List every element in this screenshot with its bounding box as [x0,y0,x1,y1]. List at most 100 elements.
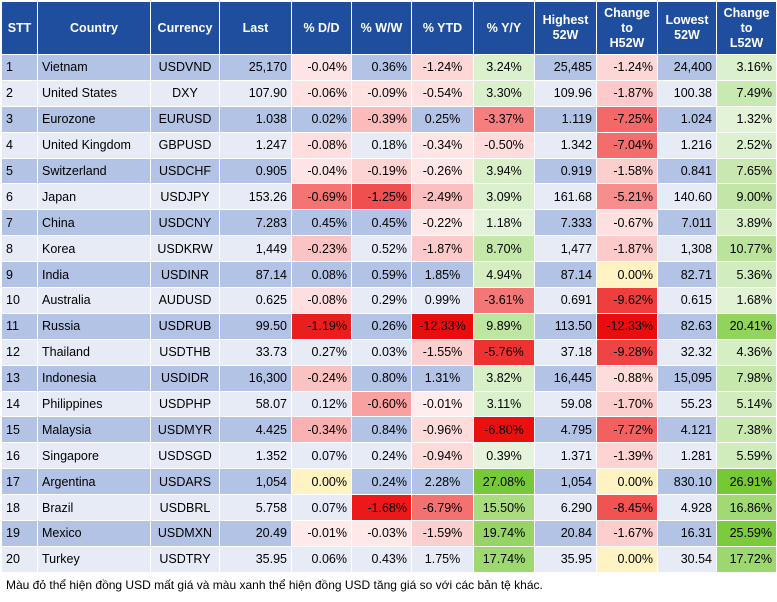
cell-change-to-h52w: -1.70% [596,390,658,418]
cell-yy: 3.09% [473,183,535,211]
table-row: 17 Argentina USDARS 1,054 0.00% 0.24% 2.28% 27.… [1,468,777,496]
cell-stt: 13 [1,364,38,392]
cell-change-to-h52w: -12.33% [596,312,658,340]
cell-lowest-52w: 7.011 [657,209,717,237]
cell-change-to-h52w: -0.67% [596,209,658,237]
cell-yy: -5.76% [473,338,535,366]
cell-lowest-52w: 0.615 [657,287,717,314]
cell-stt: 19 [1,520,38,547]
table-row: 6 Japan USDJPY 153.26 -0.69% -1.25% -2.49% 3.09… [1,183,777,211]
cell-ytd: -0.22% [411,209,474,237]
cell-last: 1.247 [219,131,292,159]
cell-change-to-l52w: 17.72% [716,545,777,573]
cell-dd: -0.06% [291,79,352,107]
cell-currency: USDTHB [150,338,220,366]
cell-lowest-52w: 82.63 [657,312,717,340]
cell-lowest-52w: 32.32 [657,338,717,366]
cell-lowest-52w: 830.10 [657,468,717,496]
cell-highest-52w: 25,485 [534,54,597,81]
cell-yy: 15.50% [473,494,535,522]
cell-ww: 0.59% [351,261,412,289]
cell-country: United Kingdom [37,131,151,159]
fx-table: STT Country Currency Last % D/D % W/W % … [1,1,777,573]
cell-ww: -1.68% [351,494,412,522]
cell-change-to-l52w: 5.36% [716,261,777,289]
cell-dd: -0.04% [291,157,352,185]
cell-country: Vietnam [37,54,151,81]
cell-last: 20.49 [219,520,292,547]
cell-last: 16,300 [219,364,292,392]
cell-stt: 1 [1,54,38,81]
cell-ww: 0.80% [351,364,412,392]
cell-ytd: -2.49% [411,183,474,211]
cell-currency: AUDUSD [150,287,220,314]
cell-dd: -0.69% [291,183,352,211]
cell-dd: 0.07% [291,494,352,522]
table-row: 20 Turkey USDTRY 35.95 0.06% 0.43% 1.75% 17.74%… [1,545,777,573]
cell-change-to-h52w: -9.28% [596,338,658,366]
cell-yy: 19.74% [473,520,535,547]
cell-change-to-l52w: 10.77% [716,235,777,263]
cell-dd: 0.27% [291,338,352,366]
cell-lowest-52w: 55.23 [657,390,717,418]
table-row: 2 United States DXY 107.90 -0.06% -0.09% -0.54… [1,79,777,107]
cell-currency: USDMXN [150,520,220,547]
header-change-h-line1: Change [604,5,650,20]
cell-highest-52w: 1.371 [534,442,597,470]
cell-currency: USDJPY [150,183,220,211]
cell-ww: 0.03% [351,338,412,366]
cell-dd: -0.34% [291,416,352,444]
cell-change-to-h52w: -1.39% [596,442,658,470]
cell-ytd: -0.01% [411,390,474,418]
cell-change-to-l52w: 2.52% [716,131,777,159]
cell-change-to-l52w: 1.68% [716,287,777,314]
cell-lowest-52w: 24,400 [657,54,717,81]
cell-country: United States [37,79,151,107]
table-row: 19 Mexico USDMXN 20.49 -0.01% -0.03% -1.59% 19.… [1,520,777,547]
cell-change-to-h52w: 0.00% [596,468,658,496]
cell-country: Thailand [37,338,151,366]
cell-change-to-h52w: -1.67% [596,520,658,547]
cell-highest-52w: 35.95 [534,545,597,573]
cell-last: 25,170 [219,54,292,81]
cell-lowest-52w: 4.121 [657,416,717,444]
cell-ww: -0.03% [351,520,412,547]
cell-last: 87.14 [219,261,292,289]
cell-highest-52w: 1,054 [534,468,597,496]
table-row: 7 China USDCNY 7.283 0.45% 0.45% -0.22% 1.18% 7.… [1,209,777,237]
cell-country: India [37,261,151,289]
header-highest-line1: Highest [542,13,589,27]
cell-country: Korea [37,235,151,263]
cell-lowest-52w: 1.024 [657,105,717,133]
cell-last: 0.625 [219,287,292,314]
table-row: 9 India USDINR 87.14 0.08% 0.59% 1.85% 4.94% 87.… [1,261,777,289]
table-row: 1 Vietnam USDVND 25,170 -0.04% 0.36% -1.24% 3.2… [1,54,777,81]
cell-yy: -3.61% [473,287,535,314]
cell-change-to-l52w: 3.16% [716,54,777,81]
cell-currency: USDMYR [150,416,220,444]
cell-country: Mexico [37,520,151,547]
cell-change-to-l52w: 5.59% [716,442,777,470]
cell-change-to-h52w: -5.21% [596,183,658,211]
cell-ytd: -6.79% [411,494,474,522]
table-row: 16 Singapore USDSGD 1.352 0.07% 0.24% -0.94% 0.… [1,442,777,470]
header-change-l-line1: Change [723,5,770,20]
cell-stt: 15 [1,416,38,444]
cell-country: Switzerland [37,157,151,185]
cell-dd: -0.08% [291,131,352,159]
cell-change-to-l52w: 25.59% [716,520,777,547]
footnote: Màu đỏ thể hiện đồng USD mất giá và màu … [6,578,543,592]
cell-highest-52w: 7.333 [534,209,597,237]
cell-yy: 27.08% [473,468,535,496]
table-row: 11 Russia USDRUB 99.50 -1.19% 0.26% -12.33% 9.8… [1,312,777,340]
cell-change-to-l52w: 7.98% [716,364,777,392]
table-row: 18 Brazil USDBRL 5.758 0.07% -1.68% -6.79% 15.5… [1,494,777,522]
cell-ww: -0.39% [351,105,412,133]
cell-dd: 0.45% [291,209,352,237]
cell-currency: USDKRW [150,235,220,263]
cell-country: Eurozone [37,105,151,133]
cell-ww: -0.19% [351,157,412,185]
cell-highest-52w: 59.08 [534,390,597,418]
fx-table-body: 1 Vietnam USDVND 25,170 -0.04% 0.36% -1.24% 3.2… [1,54,777,573]
cell-country: Philippines [37,390,151,418]
